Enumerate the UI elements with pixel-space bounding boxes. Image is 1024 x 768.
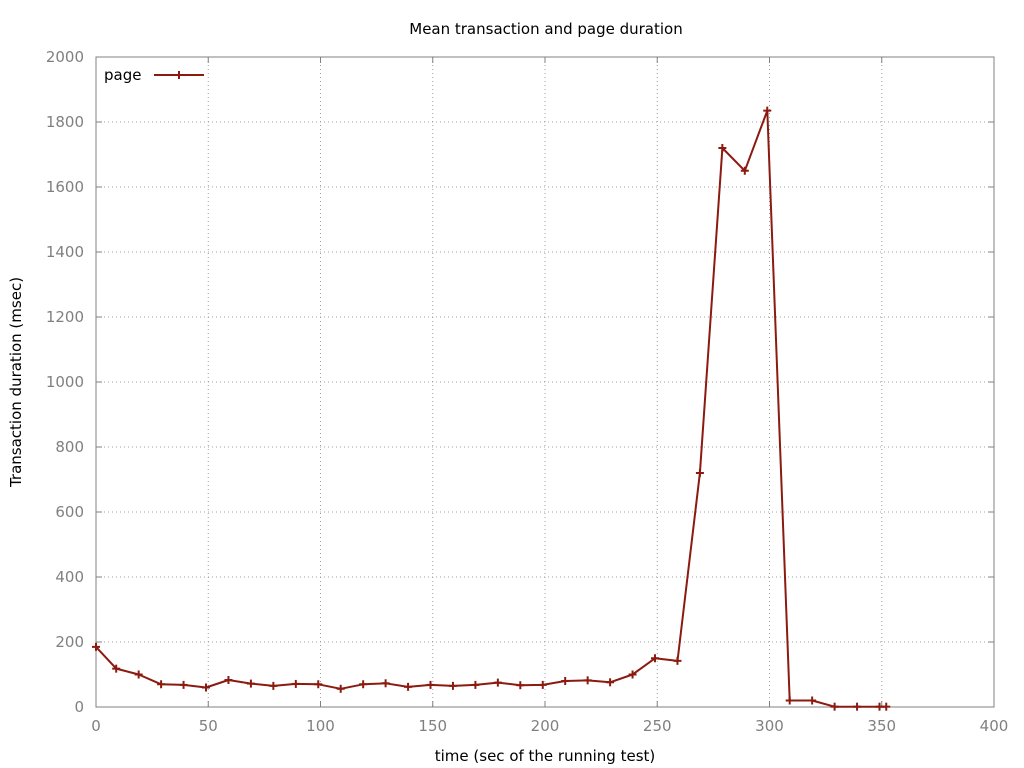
data-point [448,681,457,690]
y-tick-label: 1400 [46,243,84,261]
x-tick-label: 350 [867,717,896,735]
x-tick-label: 200 [531,717,560,735]
data-point [112,664,121,673]
data-point [830,702,839,711]
y-tick-label: 400 [55,568,84,586]
x-tick-label: 250 [643,717,672,735]
y-tick-label: 1000 [46,373,84,391]
legend: page [104,66,204,84]
axis-ticks [95,56,995,708]
data-point [404,682,413,691]
data-point [179,680,188,689]
x-tick-label: 400 [980,717,1009,735]
data-point [336,684,345,693]
data-point [157,680,166,689]
data-point [134,670,143,679]
y-tick-label: 2000 [46,48,84,66]
data-point [493,678,502,687]
data-point [628,670,637,679]
data-point [718,144,727,152]
x-tick-label: 150 [418,717,447,735]
data-point [853,702,862,711]
series-line-page [95,109,887,708]
data-point [291,679,300,688]
y-tick-label: 0 [74,698,84,716]
data-point [359,680,368,689]
data-point [426,680,435,689]
data-point [202,683,211,692]
data-point [651,654,660,663]
x-tick-label: 100 [306,717,335,735]
legend-marker [175,71,183,79]
data-point [875,702,884,711]
x-tick-label: 300 [755,717,784,735]
data-point [92,642,100,651]
series-group [92,106,891,711]
x-tick-label: 0 [91,717,101,735]
y-tick-label: 800 [55,438,84,456]
data-point [583,676,592,685]
data-point [561,677,570,685]
data-point [269,681,278,690]
y-tick-label: 1200 [46,308,84,326]
data-point [740,166,749,175]
data-point [673,656,682,665]
x-tick-label: 50 [199,717,218,735]
grid [96,57,994,707]
data-point [763,106,772,115]
y-tick-labels: 0 200 400 600 800 1000 1200 1400 1600 1800 2000 [46,48,84,716]
data-point [381,679,390,688]
x-tick-labels: 0 50 100 150 200 250 300 350 400 [91,717,1008,735]
data-point [538,680,547,689]
data-point [695,469,704,477]
y-axis-label: Transaction duration (msec) [7,277,25,488]
data-point [882,702,891,711]
y-tick-label: 1600 [46,178,84,196]
data-point [246,679,255,688]
x-axis-label: time (sec of the running test) [435,747,656,765]
data-point [314,680,323,689]
data-point [471,680,480,689]
data-point [606,678,615,687]
legend-label: page [104,66,141,84]
y-tick-label: 200 [55,633,84,651]
data-point [224,676,233,685]
y-tick-label: 1800 [46,113,84,131]
data-point [808,696,817,705]
chart-title: Mean transaction and page duration [409,20,682,38]
data-point [785,696,794,705]
data-point [516,681,525,690]
y-tick-label: 600 [55,503,84,521]
